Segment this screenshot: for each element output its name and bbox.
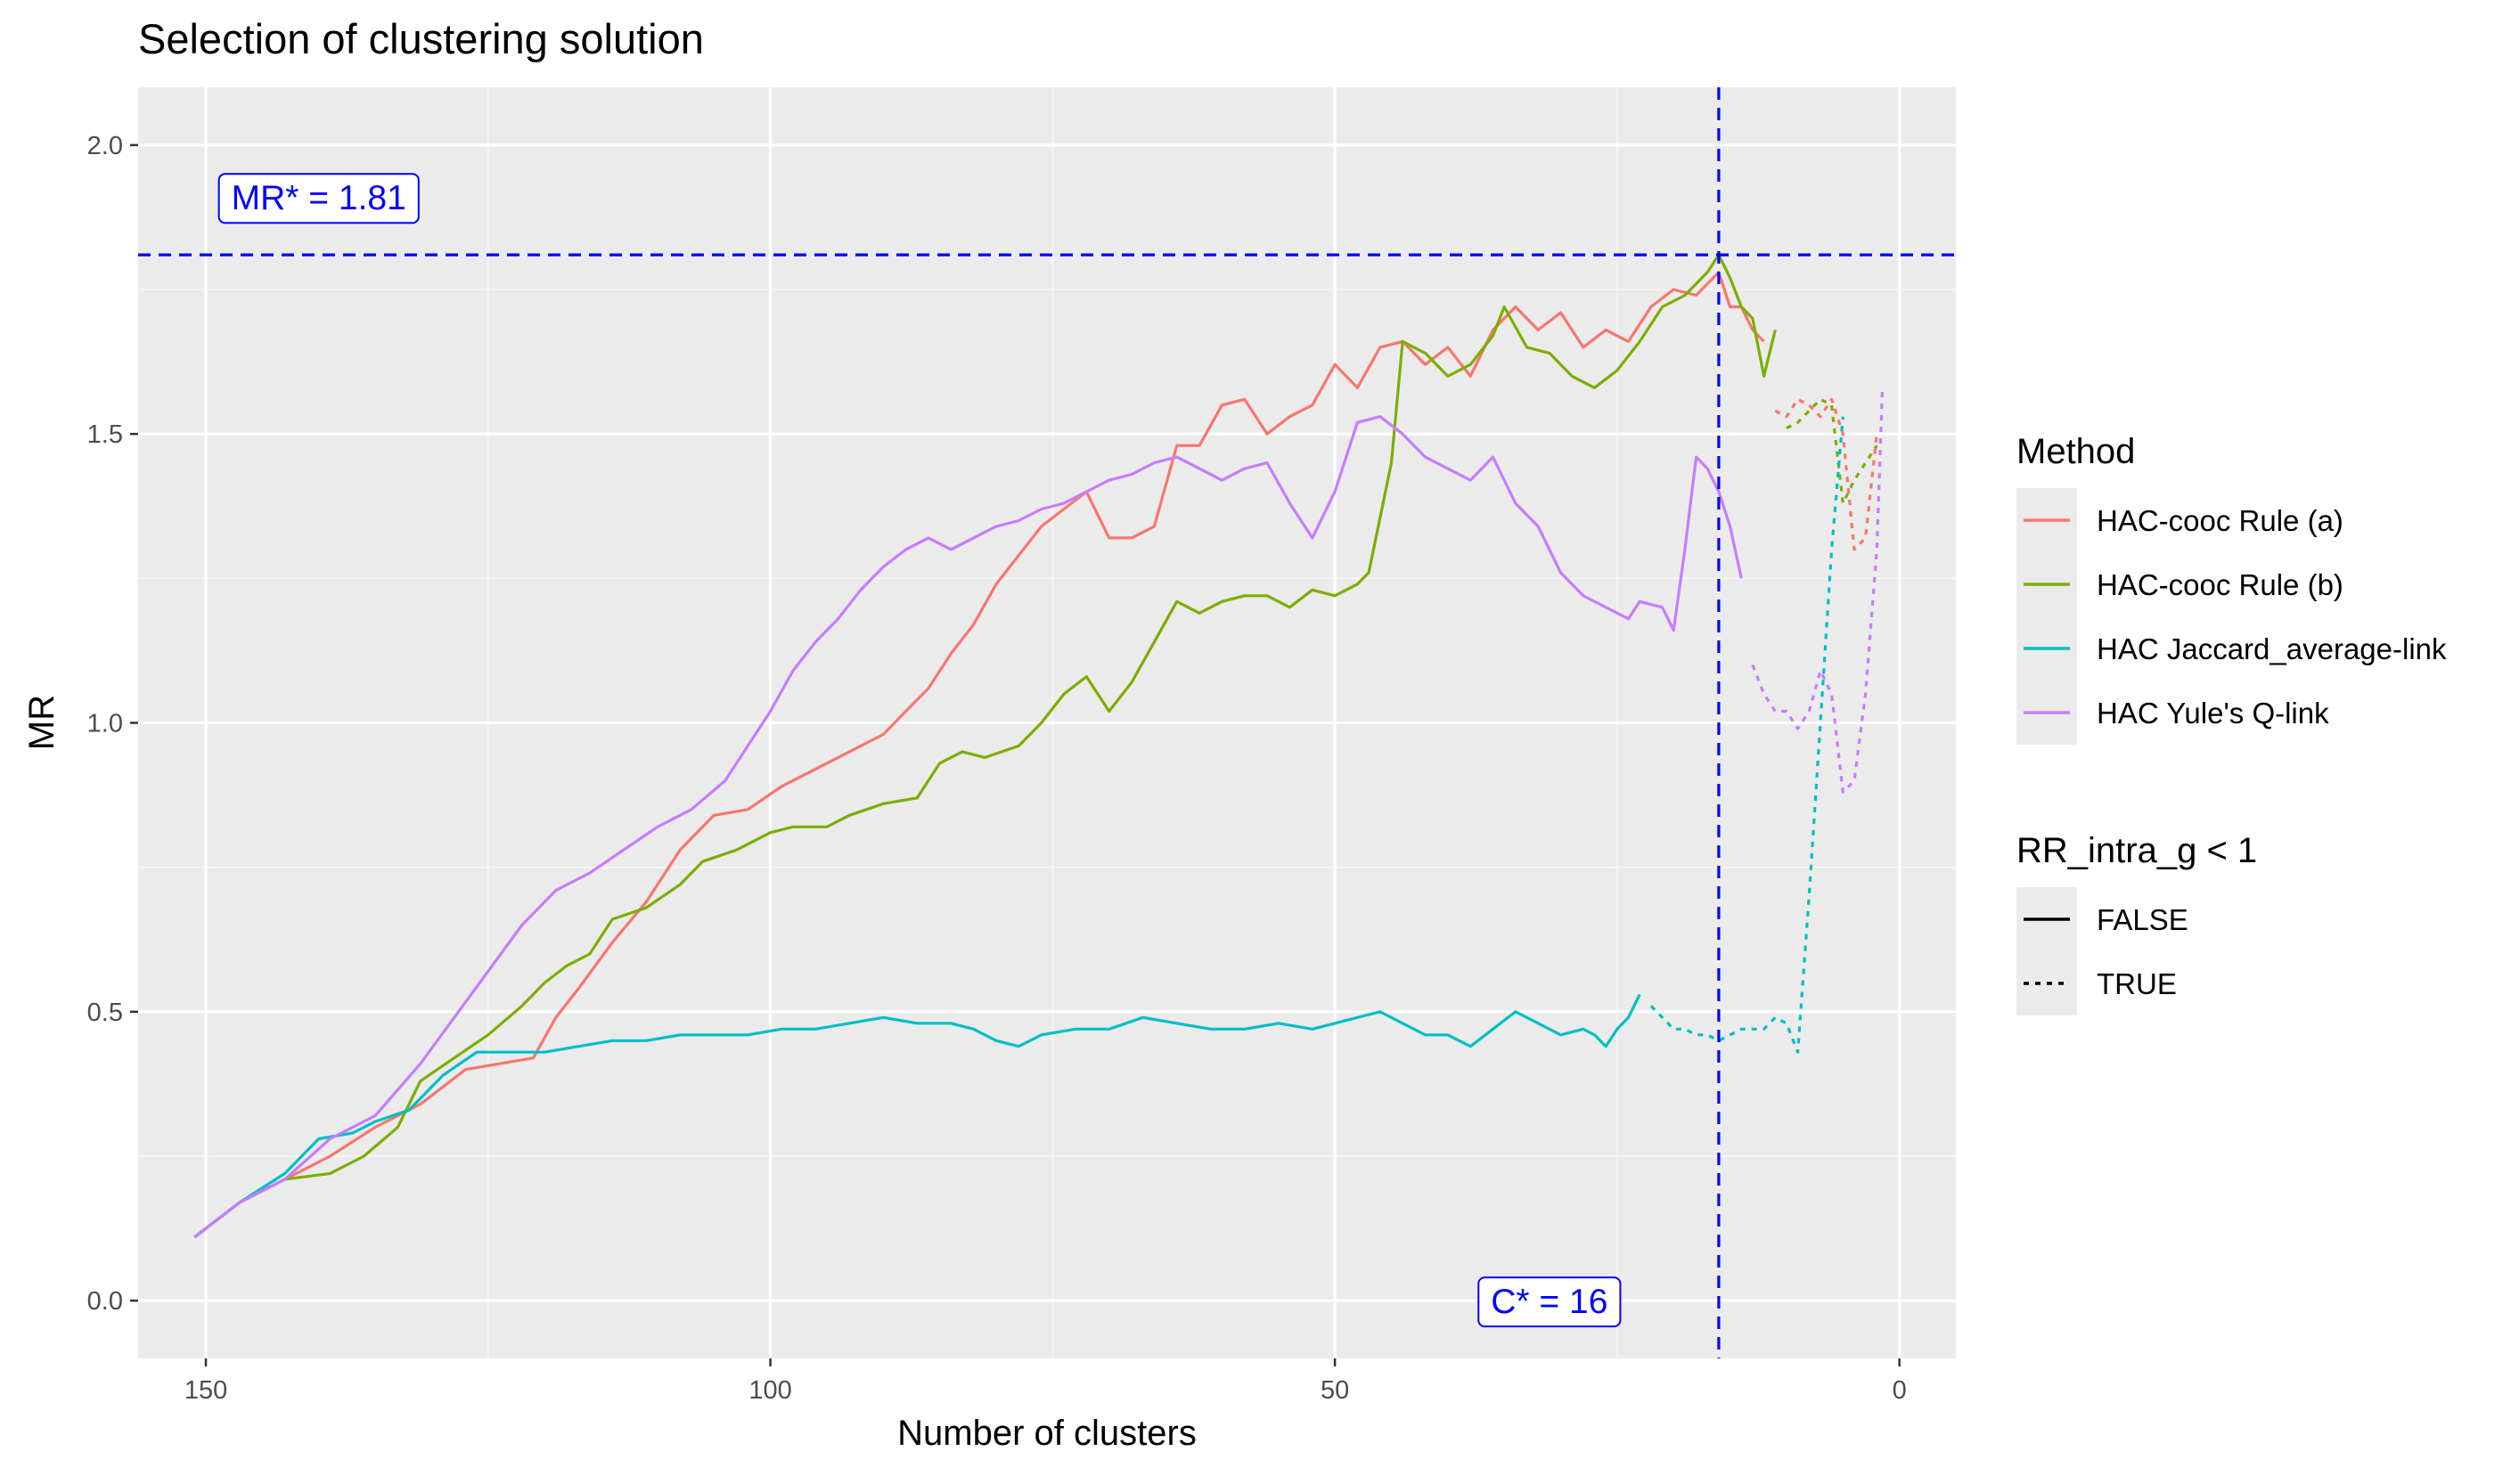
y-tick-label: 0.5	[87, 999, 123, 1027]
series-line-0-dotted	[1774, 397, 1878, 551]
legend-method-items: HAC-cooc Rule (a) HAC-cooc Rule (b) HAC Ja…	[2016, 488, 2447, 745]
series-line-2-solid	[193, 993, 1641, 1239]
x-axis-ticks: 150 100 50 0	[184, 1358, 1907, 1405]
y-tick-label: 1.0	[87, 710, 123, 738]
series-line-3-solid	[193, 415, 1743, 1239]
legend-label: FALSE	[2097, 903, 2188, 936]
legend-label: HAC Yule's Q-link	[2097, 697, 2329, 730]
c-star-label-box	[1477, 1276, 1622, 1328]
series-line-2-dotted	[1649, 416, 1844, 1054]
legend-label: HAC-cooc Rule (b)	[2097, 568, 2343, 601]
y-tick-label: 0.0	[87, 1287, 123, 1316]
mr-star-label-box	[217, 173, 420, 224]
y-axis-ticks: 0.0 0.5 1.0 1.5 2.0	[87, 132, 138, 1316]
legend-label: HAC-cooc Rule (a)	[2097, 504, 2343, 537]
series-layer	[193, 253, 1885, 1239]
series-line-1-solid	[193, 253, 1777, 1239]
c-star-label: C* = 16	[1491, 1283, 1607, 1321]
chart-title: Selection of clustering solution	[138, 15, 704, 62]
series-line-0-solid	[193, 271, 1765, 1239]
x-tick-label: 150	[184, 1376, 227, 1405]
y-axis-title: MR	[22, 695, 61, 750]
legend-linetype-title: RR_intra_g < 1	[2016, 831, 2257, 870]
legend-label: HAC Jaccard_average-link	[2097, 632, 2447, 665]
legend-method-title: Method	[2016, 432, 2135, 471]
y-tick-label: 2.0	[87, 132, 123, 160]
legend: Method HAC-cooc Rule (a) HAC-cooc Rule (b…	[2016, 432, 2447, 1015]
grid-major	[138, 87, 1956, 1358]
annotation-layer: MR* = 1.81 C* = 16	[138, 87, 1956, 1358]
series-line-3-dotted	[1751, 387, 1885, 794]
legend-label: TRUE	[2097, 967, 2177, 1000]
legend-linetype-items: FALSE TRUE	[2016, 887, 2188, 1015]
y-tick-label: 1.5	[87, 420, 123, 449]
x-tick-label: 0	[1893, 1376, 1907, 1405]
mr-star-label: MR* = 1.81	[232, 179, 406, 217]
x-tick-label: 50	[1321, 1376, 1349, 1405]
x-tick-label: 100	[748, 1376, 791, 1405]
x-axis-title: Number of clusters	[897, 1414, 1197, 1453]
